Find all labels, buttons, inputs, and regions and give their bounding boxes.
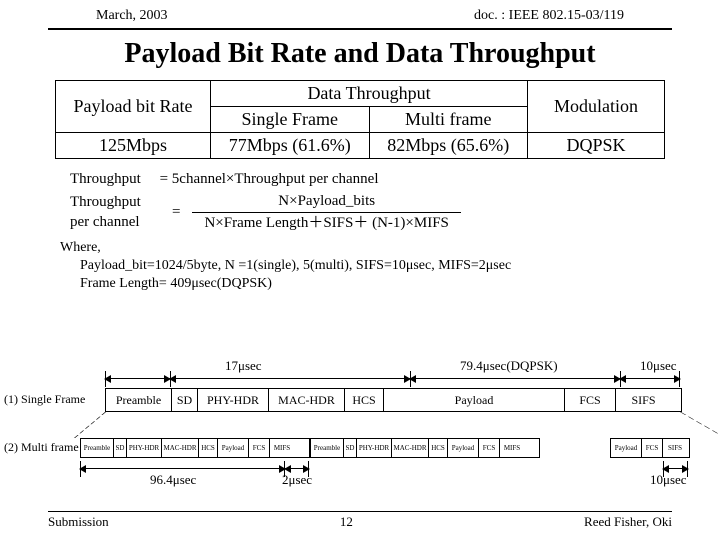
td-multi: 82Mbps (65.6%)	[369, 133, 528, 159]
throughput-table: Payload bit Rate Data Throughput Modulat…	[55, 80, 665, 159]
header-date: March, 2003	[96, 8, 168, 26]
mf-b-preamble: Preamble	[311, 439, 344, 457]
td-single: 77Mbps (61.6%)	[211, 133, 369, 159]
th-payload: Payload bit Rate	[56, 81, 211, 133]
where-line2: Frame Length= 409μsec(DQPSK)	[80, 275, 660, 293]
footer-rule	[48, 511, 672, 512]
footer-left: Submission	[48, 514, 109, 530]
mf-c-sifs: SIFS	[663, 439, 687, 457]
mf-a-phy: PHY-HDR	[127, 439, 162, 457]
mf-a-hcs: HCS	[199, 439, 218, 457]
mf-b-mifs: MIFS	[500, 439, 524, 457]
sf-phyhdr: PHY-HDR	[198, 389, 269, 411]
single-frame-row: Preamble SD PHY-HDR MAC-HDR HCS Payload …	[105, 388, 682, 412]
sf-hcs: HCS	[345, 389, 384, 411]
header-doc: doc. : IEEE 802.15-03/119	[474, 8, 624, 26]
th-mod: Modulation	[528, 81, 665, 133]
eq-num: N×Payload_bits	[192, 191, 460, 212]
mf-b-fcs: FCS	[479, 439, 500, 457]
mf-a-sd: SD	[114, 439, 127, 457]
footer-center: 12	[340, 514, 353, 530]
sf-payload: Payload	[384, 389, 565, 411]
eq-line1: Throughput = 5channel×Throughput per cha…	[70, 169, 650, 189]
eq-lhs: Throughput per channel	[70, 192, 160, 233]
timing-10us-b: 10μsec	[650, 472, 687, 488]
sf-sd: SD	[172, 389, 198, 411]
label-multi-frame: (2) Multi frame	[4, 440, 79, 455]
td-mod: DQPSK	[528, 133, 665, 159]
sf-fcs: FCS	[565, 389, 616, 411]
where-label: Where,	[60, 239, 660, 257]
mf-b-phy: PHY-HDR	[357, 439, 392, 457]
timing-17us: 17μsec	[225, 358, 262, 374]
timing-2us: 2μsec	[282, 472, 312, 488]
eq-sign: =	[172, 202, 180, 222]
th-single: Single Frame	[211, 107, 369, 133]
label-single-frame: (1) Single Frame	[4, 392, 85, 407]
timing-79us: 79.4μsec(DQPSK)	[460, 358, 558, 374]
mf-c-fcs: FCS	[642, 439, 663, 457]
mf-b-hcs: HCS	[429, 439, 448, 457]
eq-den: N×Frame Length＋SIFS＋ (N-1)×MIFS	[192, 213, 460, 233]
th-throughput: Data Throughput	[211, 81, 528, 107]
mf-c-pay: Payload	[611, 439, 642, 457]
sf-preamble: Preamble	[106, 389, 172, 411]
mf-a-mac: MAC-HDR	[162, 439, 199, 457]
page-title: Payload Bit Rate and Data Throughput	[0, 38, 720, 70]
timing-96us: 96.4μsec	[150, 472, 196, 488]
mf-a-preamble: Preamble	[81, 439, 114, 457]
eq-fraction: N×Payload_bits N×Frame Length＋SIFS＋ (N-1…	[192, 191, 460, 233]
mf-a-mifs: MIFS	[270, 439, 294, 457]
mf-a-fcs: FCS	[249, 439, 270, 457]
td-rate: 125Mbps	[56, 133, 211, 159]
th-multi: Multi frame	[369, 107, 528, 133]
multi-frame-a: Preamble SD PHY-HDR MAC-HDR HCS Payload …	[80, 438, 310, 458]
footer-right: Reed Fisher, Oki	[584, 514, 672, 530]
sf-machdr: MAC-HDR	[269, 389, 345, 411]
where-line1: Payload_bit=1024/5byte, N =1(single), 5(…	[80, 257, 660, 275]
mf-a-pay: Payload	[218, 439, 249, 457]
timing-10us-a: 10μsec	[640, 358, 677, 374]
mf-b-mac: MAC-HDR	[392, 439, 429, 457]
mf-b-sd: SD	[344, 439, 357, 457]
sf-sifs: SIFS	[616, 389, 671, 411]
multi-frame-c: Payload FCS SIFS	[610, 438, 690, 458]
multi-frame-b: Preamble SD PHY-HDR MAC-HDR HCS Payload …	[310, 438, 540, 458]
mf-b-pay: Payload	[448, 439, 479, 457]
